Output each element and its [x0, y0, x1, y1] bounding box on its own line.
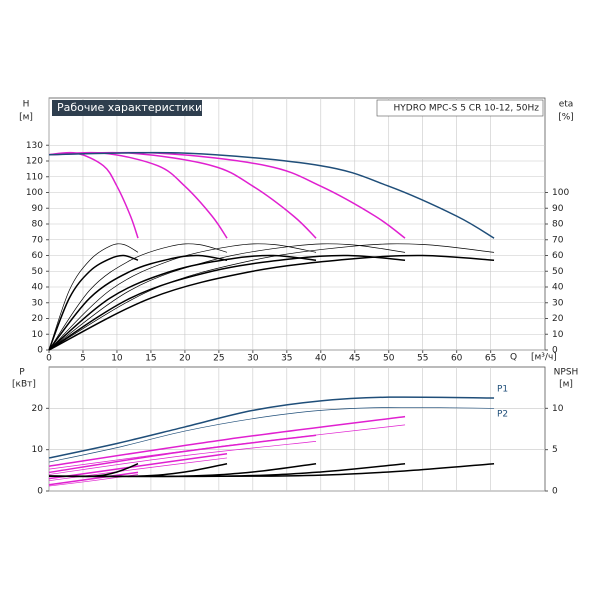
- curve: [48, 243, 228, 351]
- y2-tick-label: 70: [552, 235, 564, 245]
- curve: [48, 415, 406, 467]
- axis-label: H: [23, 100, 30, 110]
- x-tick-label: 15: [145, 354, 156, 364]
- axis-label: P: [19, 368, 25, 378]
- axis-label: NPSH: [554, 368, 579, 378]
- curve: [48, 243, 406, 351]
- curve: [48, 462, 495, 478]
- curve: [48, 441, 317, 475]
- curve: [48, 254, 228, 351]
- title-box: [52, 100, 202, 116]
- y-tick-label: 90: [32, 204, 44, 214]
- y2-tick-label: 5: [552, 445, 558, 455]
- x-tick-label: 40: [315, 354, 327, 364]
- x-tick-label: 45: [349, 354, 360, 364]
- y2-tick-label: 100: [552, 188, 569, 198]
- y-tick-label: 40: [32, 283, 44, 293]
- y-tick-label: 20: [32, 404, 44, 414]
- annotation: P1: [497, 385, 508, 395]
- x-tick-label: 30: [247, 354, 259, 364]
- y-tick-label: 0: [37, 346, 43, 356]
- y-tick-label: 100: [26, 188, 43, 198]
- y2-tick-label: 60: [552, 251, 564, 261]
- axis-label: Q: [510, 353, 517, 363]
- annotation: P2: [497, 410, 508, 420]
- y2-tick-label: 30: [552, 298, 564, 308]
- y-tick-label: 0: [37, 487, 43, 497]
- curve: [48, 407, 495, 463]
- curve: [48, 254, 139, 351]
- y2-tick-label: 0: [552, 346, 558, 356]
- x-tick-label: 55: [417, 354, 428, 364]
- x-tick-label: 10: [111, 354, 123, 364]
- y-tick-label: 80: [32, 220, 44, 230]
- y2-tick-label: 20: [552, 314, 564, 324]
- x-tick-label: 50: [383, 354, 395, 364]
- chart-title: Рабочие характеристики: [57, 101, 202, 114]
- axis-label: [м³/ч]: [531, 353, 557, 363]
- chart-subtitle: HYDRO MPC-S 5 CR 10-12, 50Hz: [394, 104, 540, 114]
- y-tick-label: 110: [26, 172, 43, 182]
- axis-label: [%]: [558, 113, 574, 123]
- axis-label: [кВт]: [12, 380, 36, 390]
- y-tick-label: 70: [32, 235, 44, 245]
- x-tick-label: 20: [179, 354, 191, 364]
- x-tick-label: 25: [213, 354, 224, 364]
- y-tick-label: 60: [32, 251, 44, 261]
- panel: 0 10 20 0 5 10 P [кВт] NPSH [м] P1 P2: [12, 366, 579, 497]
- panel: 0 5 10 15 20 25 30 35 40 45 50 55 60 65 0 10 20 30 40 50 60 7…: [19, 97, 574, 364]
- curve: [48, 243, 317, 351]
- x-tick-label: 65: [485, 354, 496, 364]
- x-tick-label: 60: [451, 354, 463, 364]
- y-tick-label: 120: [26, 157, 43, 167]
- x-tick-label: 0: [46, 354, 52, 364]
- curve: [48, 471, 139, 486]
- curve: [48, 151, 495, 239]
- y-tick-label: 10: [32, 330, 44, 340]
- y2-tick-label: 80: [552, 220, 564, 230]
- curve: [48, 254, 406, 351]
- x-tick-label: 5: [80, 354, 86, 364]
- subtitle-box: [376, 99, 544, 117]
- y2-tick-label: 10: [552, 404, 564, 414]
- y-tick-label: 130: [26, 141, 43, 151]
- axis-label: [м]: [559, 380, 573, 390]
- curve: [48, 243, 139, 351]
- y2-tick-label: 40: [552, 283, 564, 293]
- x-tick-label: 35: [281, 354, 292, 364]
- curve: [48, 424, 406, 470]
- curve: [48, 254, 317, 351]
- curve: [48, 396, 495, 459]
- y-tick-label: 30: [32, 298, 44, 308]
- y-tick-label: 50: [32, 267, 44, 277]
- curve: [48, 457, 228, 482]
- y2-tick-label: 50: [552, 267, 564, 277]
- y2-tick-label: 10: [552, 330, 564, 340]
- y-tick-label: 10: [32, 445, 44, 455]
- curve: [48, 254, 495, 351]
- y2-tick-label: 0: [552, 487, 558, 497]
- y-tick-label: 20: [32, 314, 44, 324]
- axis-label: eta: [559, 100, 574, 110]
- y2-tick-label: 90: [552, 204, 564, 214]
- curve: [48, 243, 495, 351]
- plot-area: [48, 366, 546, 492]
- axis-label: [м]: [19, 113, 33, 123]
